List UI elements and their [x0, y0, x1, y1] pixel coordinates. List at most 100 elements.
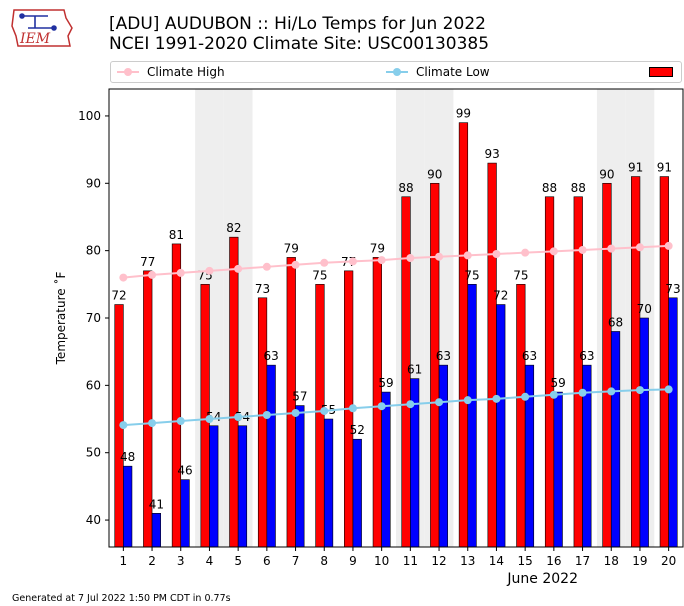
x-tick-label: 14	[489, 554, 504, 568]
x-tick-label: 3	[177, 554, 185, 568]
climate-low-point	[205, 415, 214, 424]
climate-high-point	[521, 248, 530, 257]
low-bar	[639, 317, 649, 548]
low-bar	[467, 284, 477, 548]
low-value-label: 57	[292, 390, 307, 404]
high-value-label: 77	[140, 255, 155, 269]
low-value-label: 68	[608, 315, 623, 329]
climate-low-point	[635, 386, 644, 395]
low-value-label: 46	[177, 464, 192, 478]
y-tick-label: 40	[86, 513, 101, 527]
iem-logo: IEM	[11, 9, 73, 47]
high-value-label: 88	[398, 181, 413, 195]
legend-climate-high: Climate High	[117, 62, 225, 82]
high-value-label: 88	[571, 181, 586, 195]
low-value-label: 59	[378, 376, 393, 390]
high-bar	[487, 162, 497, 548]
high-value-label: 82	[226, 221, 241, 235]
climate-high-point	[492, 250, 501, 259]
high-value-label: 81	[169, 228, 184, 242]
y-axis-label: Temperature ˚F	[53, 272, 68, 366]
climate-high-point	[320, 258, 329, 267]
chart-subtitle: NCEI 1991-2020 Climate Site: USC00130385	[109, 34, 490, 54]
climate-low-point	[320, 406, 329, 415]
climate-low-point	[119, 421, 128, 430]
low-bar	[438, 364, 448, 548]
climate-high-point	[148, 270, 157, 279]
low-bar	[610, 331, 621, 548]
high-value-label: 91	[657, 161, 672, 175]
high-value-label: 73	[255, 282, 270, 296]
legend: Climate High Climate Low	[110, 61, 682, 83]
legend-high-swatch	[649, 67, 673, 77]
climate-high-point	[119, 273, 128, 282]
low-bar	[295, 405, 305, 548]
x-tick-label: 19	[632, 554, 647, 568]
climate-high-point	[377, 256, 386, 265]
y-tick-label: 60	[86, 378, 101, 392]
high-bar	[516, 284, 526, 548]
high-value-label: 91	[628, 161, 643, 175]
x-tick-label: 17	[575, 554, 590, 568]
high-value-label: 93	[485, 147, 500, 161]
low-bar	[237, 425, 248, 548]
y-tick-label: 100	[78, 109, 101, 123]
climate-low-point	[234, 413, 243, 422]
climate-low-point	[176, 417, 185, 426]
climate-high-point	[234, 264, 243, 273]
high-bar	[631, 176, 641, 548]
low-bar	[352, 438, 362, 548]
low-value-label: 63	[579, 349, 594, 363]
climate-low-point	[377, 402, 386, 411]
climate-low-point	[148, 419, 157, 428]
climate-low-point	[262, 410, 271, 419]
climate-low-point	[406, 400, 415, 409]
low-value-label: 73	[665, 282, 680, 296]
climate-low-point	[492, 394, 501, 403]
high-value-label: 75	[312, 268, 327, 282]
climate-low-point	[521, 392, 530, 401]
high-value-label: 75	[513, 268, 528, 282]
low-bar	[151, 513, 161, 548]
climate-high-point	[205, 266, 214, 275]
x-tick-label: 12	[431, 554, 446, 568]
climate-high-point	[607, 244, 616, 253]
low-bar	[266, 364, 276, 548]
low-value-label: 75	[464, 268, 479, 282]
low-value-label: 52	[350, 423, 365, 437]
climate-high-point	[406, 254, 415, 263]
low-value-label: 61	[407, 363, 422, 377]
x-tick-label: 9	[349, 554, 357, 568]
low-bar	[209, 425, 219, 548]
x-tick-label: 1	[120, 554, 128, 568]
x-tick-label: 7	[292, 554, 300, 568]
low-value-label: 63	[264, 349, 279, 363]
x-tick-label: 8	[320, 554, 328, 568]
high-bar	[229, 236, 239, 548]
high-value-label: 99	[456, 107, 471, 121]
x-tick-label: 4	[206, 554, 214, 568]
low-value-label: 41	[149, 497, 164, 511]
low-value-label: 63	[436, 349, 451, 363]
y-tick-label: 90	[86, 176, 101, 190]
logo-text: IEM	[19, 31, 51, 47]
high-value-label: 72	[111, 289, 126, 303]
chart-title: [ADU] AUDUBON :: Hi/Lo Temps for Jun 202…	[109, 14, 486, 34]
low-value-label: 72	[493, 289, 508, 303]
climate-low-point	[348, 404, 357, 413]
high-value-label: 79	[370, 241, 385, 255]
x-tick-label: 13	[460, 554, 475, 568]
climate-low-point	[435, 398, 444, 407]
climate-high-point	[463, 251, 472, 260]
x-tick-label: 20	[661, 554, 676, 568]
climate-high-line	[123, 244, 669, 279]
high-bar	[458, 122, 469, 548]
climate-low-point	[664, 385, 673, 394]
low-bar	[323, 418, 334, 548]
low-bar	[123, 465, 133, 548]
climate-high-point	[664, 241, 673, 250]
climate-low-point	[549, 390, 558, 399]
generated-footer: Generated at 7 Jul 2022 1:50 PM CDT in 0…	[12, 593, 231, 604]
legend-climate-high-label: Climate High	[147, 65, 225, 79]
